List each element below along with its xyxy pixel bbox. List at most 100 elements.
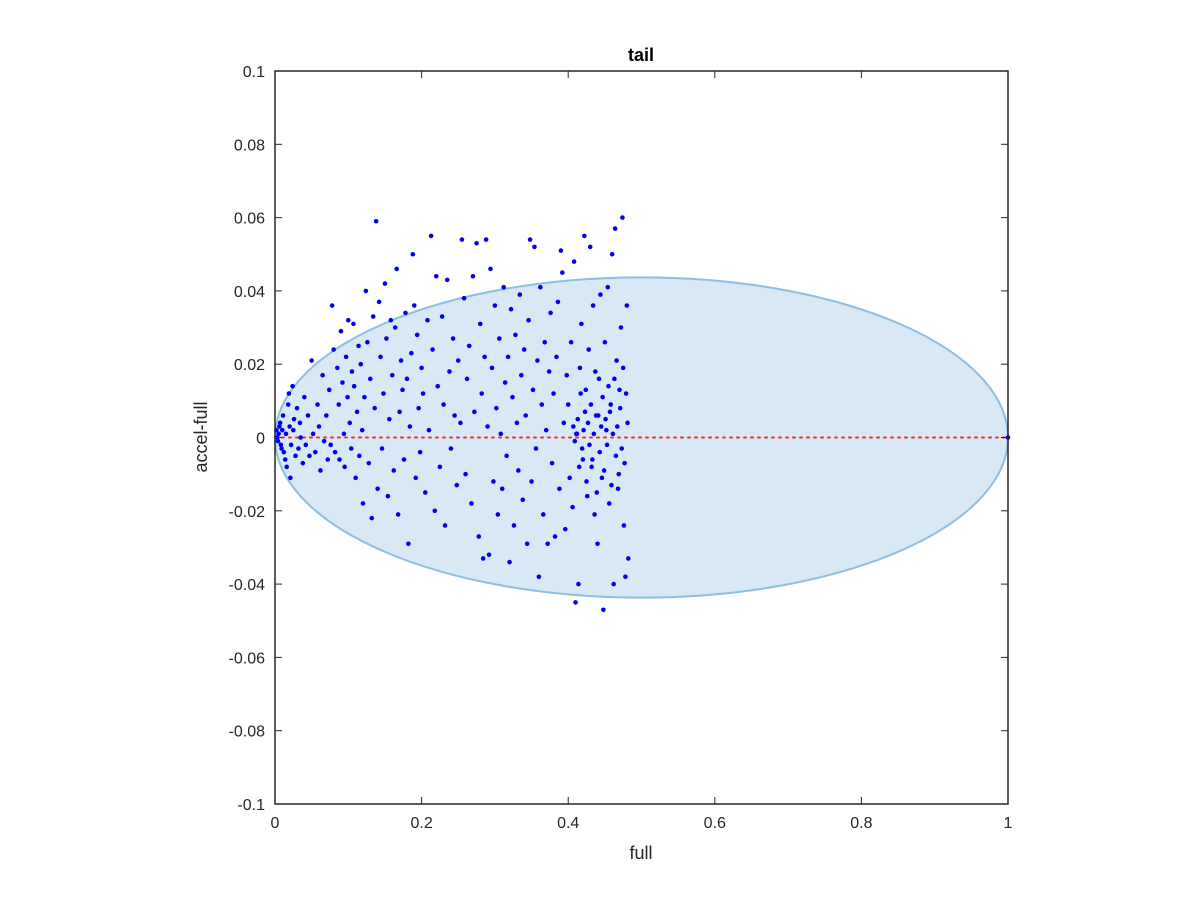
y-tick-label: -0.02 <box>229 504 266 521</box>
data-point <box>349 369 355 374</box>
data-point <box>419 365 424 371</box>
data-point <box>555 299 561 305</box>
data-point <box>602 339 608 345</box>
data-point <box>356 343 361 349</box>
y-tick-label: 0.06 <box>234 211 265 228</box>
data-point <box>545 541 550 547</box>
data-point <box>573 431 579 437</box>
data-point <box>275 438 281 444</box>
data-point <box>486 552 492 558</box>
data-point <box>400 387 405 393</box>
data-point <box>293 453 298 459</box>
x-tick-label: 0.6 <box>704 815 726 832</box>
y-tick-label: 0.1 <box>243 64 265 81</box>
data-point <box>282 457 288 462</box>
data-point <box>381 391 386 396</box>
scatter-points <box>274 215 1011 613</box>
data-point <box>576 464 582 470</box>
data-point <box>389 372 395 378</box>
data-point <box>485 424 490 429</box>
data-point <box>508 306 514 312</box>
data-point <box>613 453 619 459</box>
data-point <box>576 581 581 587</box>
x-tick-label: 1 <box>1004 815 1013 832</box>
data-point <box>472 409 477 415</box>
data-point <box>379 446 385 451</box>
data-point <box>328 442 334 448</box>
data-point <box>343 354 349 360</box>
data-point <box>291 427 296 433</box>
data-point <box>604 442 610 448</box>
data-point <box>626 556 631 561</box>
data-point <box>584 493 590 499</box>
data-point <box>347 420 353 426</box>
data-point <box>318 468 323 473</box>
data-point <box>583 387 589 393</box>
data-point <box>476 534 482 539</box>
data-point <box>594 490 600 495</box>
y-axis-ticks: -0.1 -0.08 -0.06 -0.04 -0.02 0 0.02 0.04 0.06 0.0… <box>229 64 1008 814</box>
data-point <box>359 427 365 433</box>
x-axis-ticks: 0 0.2 0.4 0.6 0.8 1 <box>271 71 1013 832</box>
data-point <box>587 244 593 250</box>
data-point <box>458 420 463 426</box>
data-point <box>341 431 347 437</box>
data-point <box>619 446 625 451</box>
data-point <box>437 464 443 470</box>
data-point <box>552 534 558 539</box>
data-point <box>620 365 626 371</box>
data-point <box>540 512 546 517</box>
data-point <box>562 526 568 532</box>
data-point <box>454 482 460 488</box>
data-point <box>573 600 578 605</box>
data-point <box>416 405 421 411</box>
data-point <box>623 391 629 396</box>
data-point <box>332 449 338 455</box>
data-point <box>280 413 286 418</box>
data-point <box>529 479 534 484</box>
data-point <box>469 501 474 506</box>
data-point <box>435 383 441 389</box>
data-point <box>580 457 586 462</box>
data-point <box>376 299 382 305</box>
data-point <box>595 541 600 547</box>
data-point <box>516 468 521 473</box>
data-point <box>403 310 408 316</box>
data-point <box>608 402 614 407</box>
data-point <box>373 218 379 224</box>
y-tick-label: 0 <box>256 431 265 448</box>
data-point <box>548 310 553 316</box>
data-point <box>452 413 457 418</box>
data-point <box>523 413 528 418</box>
data-point <box>286 391 292 396</box>
data-point <box>325 457 331 462</box>
data-point <box>430 347 435 352</box>
data-point <box>331 347 336 352</box>
y-tick-label: 0.02 <box>234 357 265 374</box>
data-point <box>281 449 287 455</box>
data-point <box>499 486 505 492</box>
data-point <box>518 372 524 378</box>
data-point <box>448 446 454 451</box>
data-point <box>425 317 430 323</box>
data-point <box>288 475 293 481</box>
data-point <box>538 284 543 290</box>
data-point <box>495 512 501 517</box>
data-point <box>603 416 608 422</box>
data-point <box>507 559 512 565</box>
data-point <box>387 416 392 422</box>
data-point <box>551 391 556 396</box>
data-point <box>623 574 628 580</box>
data-point <box>315 402 320 407</box>
data-point <box>539 402 545 407</box>
data-point <box>358 361 364 367</box>
data-point <box>546 369 552 374</box>
data-point <box>581 427 586 433</box>
data-point <box>592 512 597 517</box>
data-point <box>572 438 578 444</box>
data-point <box>590 303 596 308</box>
data-point <box>585 420 591 426</box>
data-point <box>296 446 301 451</box>
data-point <box>372 405 377 411</box>
